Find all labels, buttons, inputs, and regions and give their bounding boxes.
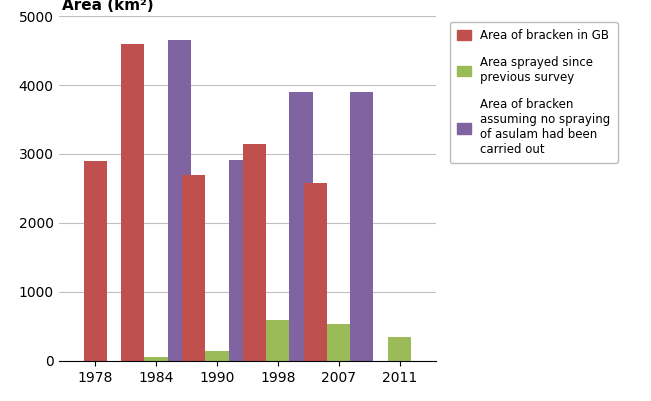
Bar <box>290 92 312 361</box>
Bar <box>229 160 252 361</box>
Bar <box>145 357 167 361</box>
Bar <box>167 40 191 361</box>
Bar <box>243 144 266 361</box>
Bar <box>327 324 350 361</box>
Bar <box>304 183 327 361</box>
Bar <box>388 338 411 361</box>
Bar <box>266 320 290 361</box>
Legend: Area of bracken in GB, Area sprayed since
previous survey, Area of bracken
assum: Area of bracken in GB, Area sprayed sinc… <box>450 22 618 164</box>
Bar <box>182 175 205 361</box>
Bar <box>83 161 107 361</box>
Bar <box>121 44 145 361</box>
Bar <box>205 350 229 361</box>
Bar <box>350 92 374 361</box>
Text: Area (km²): Area (km²) <box>62 0 154 12</box>
